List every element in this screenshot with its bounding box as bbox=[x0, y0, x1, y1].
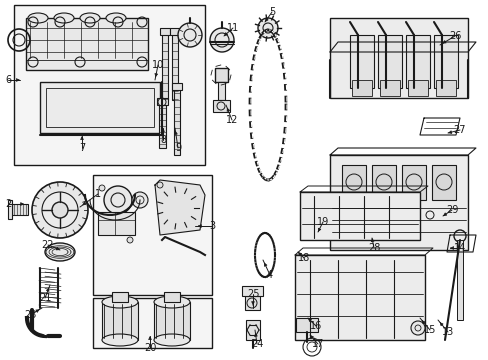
Text: 21: 21 bbox=[39, 293, 51, 303]
Bar bbox=[174, 85, 180, 155]
Circle shape bbox=[127, 237, 133, 243]
Bar bbox=[433, 35, 457, 88]
Text: 14: 14 bbox=[453, 243, 465, 253]
Text: 16: 16 bbox=[309, 321, 322, 331]
Bar bbox=[215, 68, 227, 82]
Circle shape bbox=[52, 202, 68, 218]
Bar bbox=[26, 18, 148, 70]
Circle shape bbox=[160, 190, 196, 226]
Bar bbox=[371, 165, 395, 200]
Text: 26: 26 bbox=[448, 31, 460, 41]
Circle shape bbox=[99, 185, 105, 191]
Ellipse shape bbox=[106, 13, 126, 23]
Bar bbox=[163, 292, 180, 302]
Text: 23: 23 bbox=[24, 310, 36, 320]
Circle shape bbox=[410, 321, 424, 335]
Bar bbox=[435, 80, 455, 96]
Text: 5: 5 bbox=[268, 7, 275, 17]
Circle shape bbox=[209, 28, 234, 52]
Text: 22: 22 bbox=[41, 240, 54, 250]
Bar bbox=[102, 302, 138, 340]
Bar bbox=[456, 240, 462, 320]
Text: 13: 13 bbox=[441, 327, 453, 337]
Circle shape bbox=[132, 192, 148, 208]
Circle shape bbox=[157, 182, 163, 188]
Bar bbox=[295, 318, 317, 332]
Bar bbox=[172, 30, 178, 100]
Text: 25: 25 bbox=[246, 289, 259, 299]
Bar bbox=[98, 212, 135, 235]
Bar bbox=[379, 80, 399, 96]
Text: 15: 15 bbox=[423, 325, 435, 335]
Bar bbox=[93, 175, 212, 295]
Bar bbox=[159, 100, 165, 148]
Text: 8: 8 bbox=[160, 135, 166, 145]
Bar bbox=[154, 302, 190, 340]
Bar bbox=[294, 255, 424, 340]
Text: 3: 3 bbox=[208, 221, 215, 231]
Circle shape bbox=[258, 18, 278, 38]
Text: 29: 29 bbox=[445, 205, 457, 215]
Bar bbox=[401, 165, 425, 200]
Circle shape bbox=[32, 182, 88, 238]
Text: 18: 18 bbox=[297, 253, 309, 263]
Bar bbox=[299, 192, 419, 240]
Circle shape bbox=[178, 23, 202, 47]
Bar bbox=[377, 35, 401, 88]
Ellipse shape bbox=[154, 296, 190, 308]
Bar bbox=[93, 298, 212, 348]
Circle shape bbox=[42, 192, 78, 228]
Text: 12: 12 bbox=[225, 115, 238, 125]
Ellipse shape bbox=[80, 13, 100, 23]
Text: 27: 27 bbox=[453, 125, 465, 135]
Bar bbox=[8, 200, 12, 219]
Bar bbox=[12, 204, 28, 215]
Ellipse shape bbox=[28, 13, 48, 23]
Polygon shape bbox=[155, 180, 204, 235]
Ellipse shape bbox=[154, 334, 190, 346]
Text: 6: 6 bbox=[5, 75, 11, 85]
Circle shape bbox=[104, 186, 132, 214]
Text: 24: 24 bbox=[250, 339, 263, 349]
Bar bbox=[170, 28, 180, 35]
Bar bbox=[431, 165, 455, 200]
Bar bbox=[244, 296, 260, 310]
Text: 2: 2 bbox=[5, 199, 11, 209]
Bar bbox=[46, 88, 154, 127]
Ellipse shape bbox=[102, 334, 138, 346]
Ellipse shape bbox=[102, 296, 138, 308]
Text: 1: 1 bbox=[95, 189, 101, 199]
Bar bbox=[14, 5, 204, 165]
Bar bbox=[341, 165, 365, 200]
Bar bbox=[160, 28, 170, 35]
Text: 28: 28 bbox=[367, 243, 379, 253]
Text: 4: 4 bbox=[266, 270, 272, 280]
Text: 10: 10 bbox=[152, 60, 164, 70]
Text: 17: 17 bbox=[311, 339, 324, 349]
Bar bbox=[351, 80, 371, 96]
Bar bbox=[162, 30, 168, 100]
Bar bbox=[242, 286, 263, 296]
Bar bbox=[245, 320, 260, 340]
Text: 9: 9 bbox=[175, 143, 181, 153]
Text: 19: 19 bbox=[316, 217, 328, 227]
Bar bbox=[349, 35, 373, 88]
Bar bbox=[157, 98, 168, 105]
Bar bbox=[405, 35, 429, 88]
Bar bbox=[213, 100, 229, 112]
Ellipse shape bbox=[54, 13, 74, 23]
Bar bbox=[329, 155, 467, 250]
Text: 20: 20 bbox=[143, 343, 156, 353]
Bar bbox=[172, 83, 182, 90]
Bar bbox=[218, 82, 224, 100]
Bar bbox=[40, 82, 160, 133]
Bar bbox=[112, 292, 128, 302]
Ellipse shape bbox=[45, 243, 75, 261]
Bar bbox=[407, 80, 427, 96]
Bar bbox=[329, 18, 467, 98]
Text: 7: 7 bbox=[79, 143, 85, 153]
Text: 11: 11 bbox=[226, 23, 239, 33]
